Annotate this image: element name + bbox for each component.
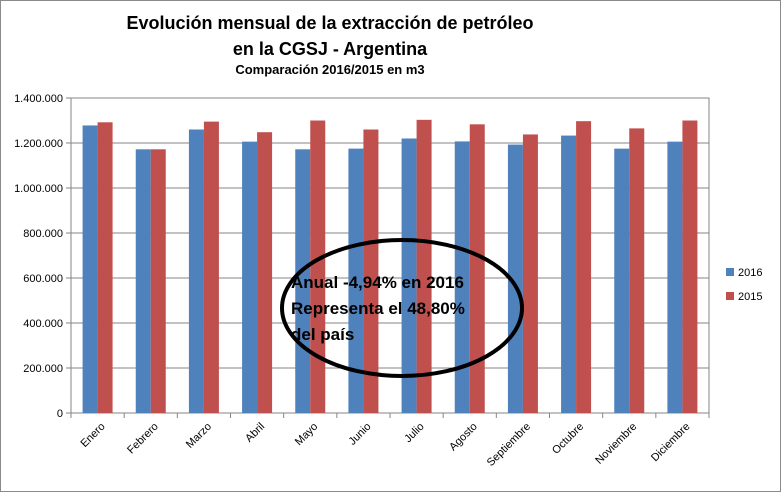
x-tick-label: Abril <box>243 421 267 445</box>
x-tick-label: Junio <box>346 421 373 448</box>
y-tick-label: 1.400.000 <box>14 93 63 105</box>
bar-2015-noviembre <box>629 128 645 413</box>
y-tick-label: 600.000 <box>23 273 63 285</box>
bar-2016-septiembre <box>507 144 523 413</box>
bar-2015-diciembre <box>682 120 698 413</box>
legend-swatch-2016 <box>726 268 734 276</box>
bar-2016-diciembre <box>667 141 683 413</box>
bar-2016-noviembre <box>614 148 630 413</box>
plot-area-border <box>70 97 710 414</box>
y-tick-label: 800.000 <box>23 228 63 240</box>
annotation-line-1: Anual -4,94% en 2016 <box>291 273 464 292</box>
bar-2015-agosto <box>469 124 485 413</box>
x-tick-label: Febrero <box>125 421 161 457</box>
annotation-line-3: del país <box>291 325 355 344</box>
bar-2015-junio <box>363 129 379 413</box>
x-tick-label: Marzo <box>184 421 214 451</box>
bar-2016-octubre <box>561 135 577 413</box>
bar-2016-marzo <box>188 129 204 413</box>
bar-2015-abril <box>257 132 273 413</box>
bar-2016-enero <box>82 125 98 413</box>
gridlines <box>70 97 710 414</box>
annotation-ellipse <box>280 238 524 378</box>
x-tick-label: Agosto <box>447 421 480 454</box>
bar-2015-marzo <box>203 121 219 413</box>
chart-title-line-2: en la CGSJ - Argentina <box>232 39 428 59</box>
legend: 2016 2015 <box>726 267 762 303</box>
bar-2015-septiembre <box>522 134 538 413</box>
bars <box>82 119 698 414</box>
bar-2015-febrero <box>150 149 166 414</box>
legend-label-2015: 2015 <box>738 291 762 303</box>
x-tick-label: Noviembre <box>593 421 639 467</box>
legend-label-2016: 2016 <box>738 267 762 279</box>
bar-2016-junio <box>348 148 364 413</box>
y-tick-label: 0 <box>57 408 63 420</box>
y-axis-ticks: 0 200.000 400.000 600.000 800.000 1.000.000 1.… <box>14 93 71 420</box>
y-tick-label: 200.000 <box>23 363 63 375</box>
x-tick-label: Septiembre <box>485 421 533 469</box>
x-tick-label: Diciembre <box>649 421 692 464</box>
x-axis-ticks: Enero Febrero Marzo Abril Mayo Junio Julio Agos… <box>70 413 710 469</box>
chart-title: Evolución mensual de la extracción de pe… <box>0 10 660 62</box>
annotation-text: Anual -4,94% en 2016 Representa el 48,80… <box>291 270 465 348</box>
chart-title-line-1: Evolución mensual de la extracción de pe… <box>126 13 534 33</box>
bar-2015-mayo <box>310 120 326 413</box>
y-tick-label: 400.000 <box>23 318 63 330</box>
bar-2016-abril <box>242 141 258 413</box>
x-tick-label: Mayo <box>293 421 321 449</box>
bar-2016-julio <box>401 138 417 413</box>
bar-2015-julio <box>416 119 432 413</box>
annotation-line-2: Representa el 48,80% <box>291 299 465 318</box>
bar-2015-enero <box>97 122 113 414</box>
x-tick-label: Enero <box>78 421 107 450</box>
bar-2015-octubre <box>576 121 592 414</box>
x-tick-label: Julio <box>402 421 426 445</box>
legend-swatch-2015 <box>726 292 734 300</box>
y-tick-label: 1.200.000 <box>14 138 63 150</box>
y-tick-label: 1.000.000 <box>14 183 63 195</box>
chart-subtitle: Comparación 2016/2015 en m3 <box>235 62 425 77</box>
bar-2016-agosto <box>454 141 470 414</box>
x-tick-label: Octubre <box>550 421 586 457</box>
bar-2016-febrero <box>135 149 151 414</box>
